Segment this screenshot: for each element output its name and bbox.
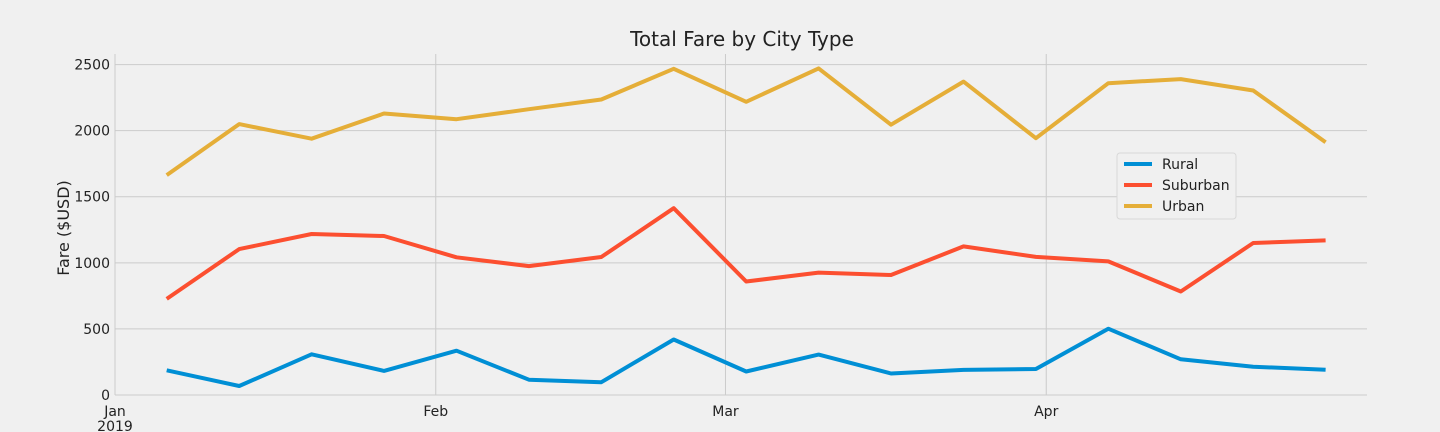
legend: Rural Suburban Urban (1116, 152, 1237, 220)
y-axis-label: Fare ($USD) (54, 180, 73, 276)
x-tick-label: Mar (712, 404, 739, 420)
legend-label: Suburban (1162, 178, 1230, 194)
x-tick-label: Feb (423, 404, 448, 420)
series-line-rural (166, 326, 1326, 388)
legend-box (1116, 152, 1237, 220)
grid-lines (114, 54, 1367, 396)
y-tick-label: 2000 (74, 124, 110, 140)
series-line-urban (165, 66, 1327, 177)
y-tick-label: 0 (101, 388, 110, 404)
series-lines (165, 66, 1327, 388)
x-tick-sublabel: 2019 (97, 419, 133, 432)
series-line-suburban (165, 206, 1326, 301)
legend-label: Urban (1162, 199, 1204, 215)
y-tick-label: 2500 (74, 58, 110, 74)
y-tick-label: 1500 (74, 190, 110, 206)
x-tick-label: Apr (1034, 404, 1058, 420)
chart-title: Total Fare by City Type (629, 27, 854, 51)
y-tick-label: 1000 (74, 256, 110, 272)
legend-label: Rural (1162, 157, 1198, 173)
y-tick-label: 500 (83, 322, 110, 338)
x-tick-label: Jan (103, 404, 126, 420)
